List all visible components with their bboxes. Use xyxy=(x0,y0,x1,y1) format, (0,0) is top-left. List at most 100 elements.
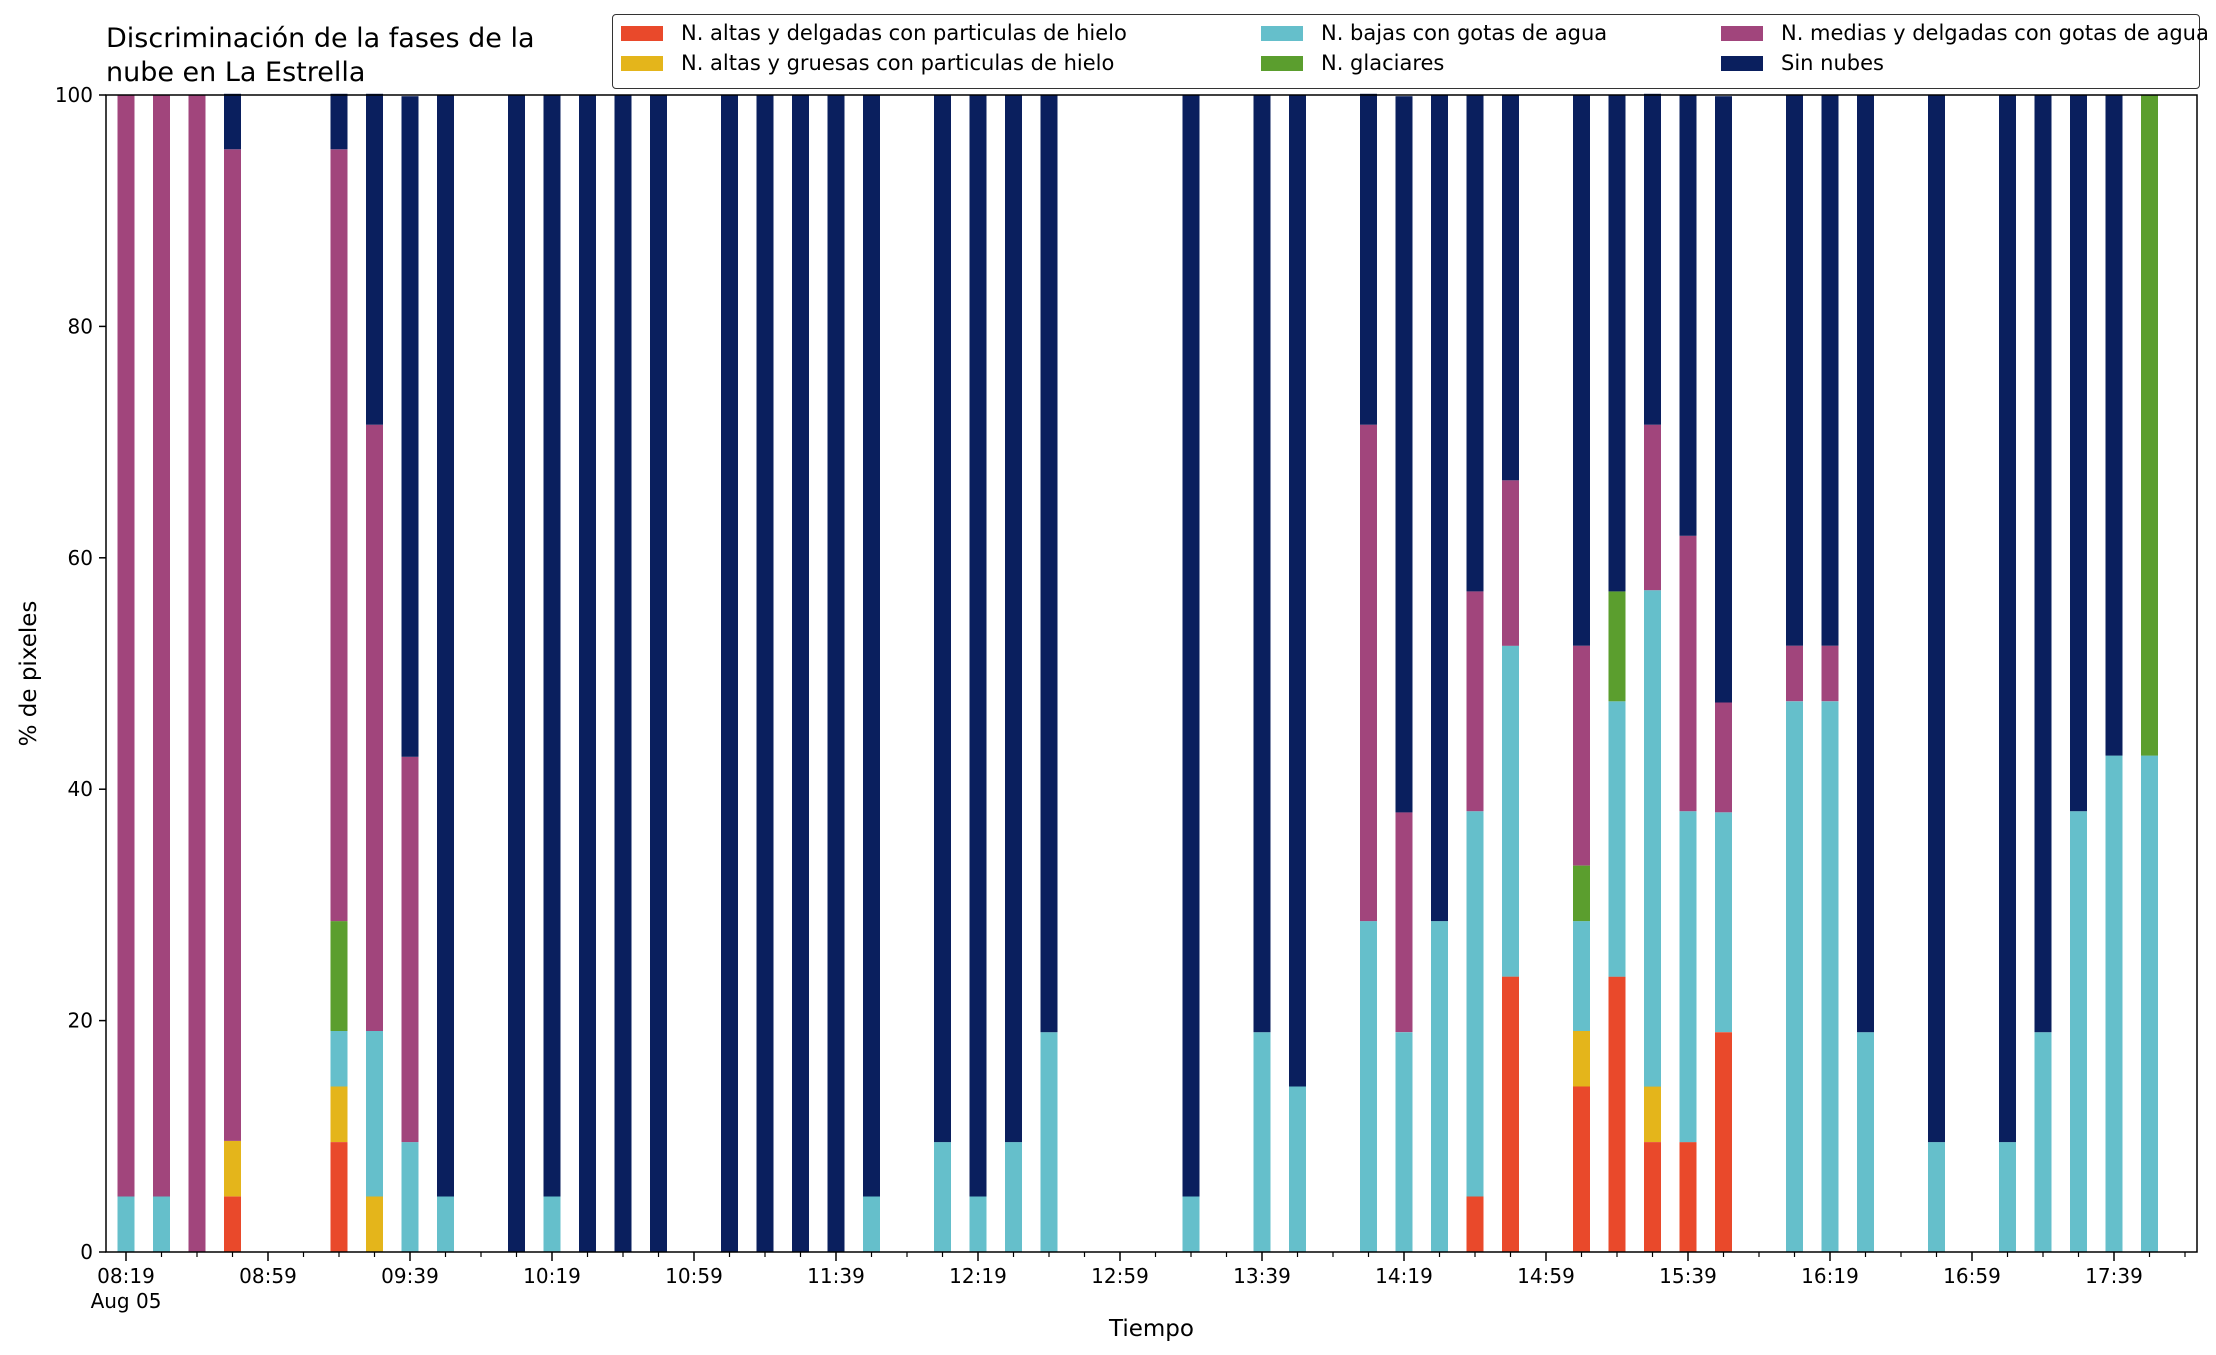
bar-5-segment-4 xyxy=(366,424,383,1031)
bar-10-segment-5 xyxy=(579,95,596,1252)
bar-17-segment-2 xyxy=(863,1196,880,1252)
bar-42-segment-5 xyxy=(2105,95,2123,756)
bar-9-segment-2 xyxy=(543,1196,561,1252)
bar-31-segment-3 xyxy=(1608,591,1626,702)
bar-29-segment-4 xyxy=(1502,480,1519,646)
bar-28-segment-4 xyxy=(1466,591,1484,812)
y-tick-label-4: 80 xyxy=(68,314,93,338)
bar-14-segment-5 xyxy=(756,95,774,1252)
bar-28-segment-0 xyxy=(1466,1196,1484,1252)
bar-33-segment-5 xyxy=(1679,95,1697,536)
bar-29-segment-2 xyxy=(1502,645,1519,977)
bar-36-segment-5 xyxy=(1821,95,1839,646)
bar-30-segment-2 xyxy=(1573,921,1590,1031)
bar-15-segment-5 xyxy=(792,95,809,1252)
bar-35-segment-2 xyxy=(1786,701,1803,1252)
bar-20-segment-2 xyxy=(1005,1142,1022,1252)
x-tick-label-6: 12:19 xyxy=(949,1264,1007,1288)
bar-22-segment-2 xyxy=(1182,1196,1200,1252)
bar-34-segment-4 xyxy=(1715,702,1732,813)
bar-25-segment-2 xyxy=(1360,921,1377,1252)
y-tick-label-5: 100 xyxy=(55,83,93,107)
legend-item-1: N. altas y gruesas con particulas de hie… xyxy=(621,51,1114,75)
x-tick-label-0: 08:19 xyxy=(97,1264,155,1288)
bar-33-segment-2 xyxy=(1679,811,1697,1143)
bar-30-segment-5 xyxy=(1573,95,1590,646)
legend-swatch-1 xyxy=(621,55,663,71)
bar-0-segment-4 xyxy=(117,95,135,1197)
x-axis-label: Tiempo xyxy=(1108,1316,1194,1342)
x-tick-label-4: 10:59 xyxy=(665,1264,723,1288)
x-tick-label-10: 14:59 xyxy=(1517,1264,1575,1288)
bar-3-segment-5 xyxy=(224,93,241,150)
bar-21-segment-5 xyxy=(1040,95,1058,1033)
bar-18-segment-2 xyxy=(934,1142,951,1252)
bar-34-segment-2 xyxy=(1715,812,1732,1033)
bar-30-segment-4 xyxy=(1573,645,1590,866)
bar-8-segment-5 xyxy=(508,95,525,1252)
legend-label-1: N. altas y gruesas con particulas de hie… xyxy=(681,51,1115,75)
bar-11-segment-5 xyxy=(614,95,632,1252)
chart-title-line-2: nube en La Estrella xyxy=(106,57,366,88)
bar-34-segment-0 xyxy=(1715,1032,1732,1252)
bar-41-segment-2 xyxy=(2070,811,2087,1252)
bar-43-segment-3 xyxy=(2141,95,2158,756)
bar-5-segment-5 xyxy=(366,93,383,425)
bar-3-segment-0 xyxy=(224,1196,241,1252)
x-tick-label-2: 09:39 xyxy=(381,1264,439,1288)
bar-36-segment-2 xyxy=(1821,701,1839,1252)
legend-item-2: N. bajas con gotas de agua xyxy=(1261,21,1607,45)
y-tick-label-2: 40 xyxy=(68,777,93,801)
bar-31-segment-0 xyxy=(1608,976,1626,1252)
x-tick-label-7: 12:59 xyxy=(1091,1264,1149,1288)
bar-2-segment-4 xyxy=(188,95,206,1252)
chart-title: Discriminación de la fases de la nube en… xyxy=(106,22,535,90)
legend-label-3: N. glaciares xyxy=(1321,51,1445,75)
bar-32-segment-1 xyxy=(1644,1086,1661,1142)
bar-7-segment-2 xyxy=(437,1196,454,1252)
bar-27-segment-5 xyxy=(1431,95,1448,922)
bar-40-segment-2 xyxy=(2034,1032,2052,1252)
legend-item-0: N. altas y delgadas con particulas de hi… xyxy=(621,21,1127,45)
bar-30-segment-3 xyxy=(1573,865,1590,922)
y-tick-label-1: 20 xyxy=(68,1009,93,1033)
bar-4-segment-1 xyxy=(330,1086,348,1142)
legend-swatch-2 xyxy=(1261,25,1303,41)
legend-label-5: Sin nubes xyxy=(1781,51,1884,75)
x-tick-sublabel: Aug 05 xyxy=(91,1289,162,1313)
legend-swatch-0 xyxy=(621,25,663,41)
bar-32-segment-2 xyxy=(1644,590,1661,1087)
bar-29-segment-0 xyxy=(1502,976,1519,1252)
legend-item-5: Sin nubes xyxy=(1721,51,1884,75)
bar-20-segment-5 xyxy=(1005,95,1022,1143)
bar-19-segment-5 xyxy=(969,95,987,1197)
plot-frame xyxy=(105,94,2198,1253)
bar-18-segment-5 xyxy=(934,95,951,1143)
legend-swatch-4 xyxy=(1721,25,1763,41)
y-tick-label-0: 0 xyxy=(80,1240,93,1264)
bar-23-segment-2 xyxy=(1253,1032,1271,1252)
bar-26-segment-5 xyxy=(1395,96,1413,813)
bar-33-segment-4 xyxy=(1679,535,1697,812)
legend-swatch-3 xyxy=(1261,55,1303,71)
legend-label-2: N. bajas con gotas de agua xyxy=(1321,21,1608,45)
bar-1-segment-4 xyxy=(153,95,170,1197)
bar-16-segment-5 xyxy=(827,95,845,1252)
legend-item-3: N. glaciares xyxy=(1261,51,1444,75)
bar-23-segment-5 xyxy=(1253,95,1271,1033)
legend-swatch-5 xyxy=(1721,55,1763,71)
bar-32-segment-4 xyxy=(1644,424,1661,591)
bar-4-segment-5 xyxy=(330,93,348,150)
bar-38-segment-5 xyxy=(1928,95,1945,1143)
bar-7-segment-5 xyxy=(437,95,454,1197)
bar-5-segment-2 xyxy=(366,1031,383,1197)
bar-24-segment-5 xyxy=(1289,95,1306,1087)
bar-42-segment-2 xyxy=(2105,755,2123,1252)
bar-5-segment-1 xyxy=(366,1196,383,1252)
legend-label-4: N. medias y delgadas con gotas de agua xyxy=(1781,21,2209,45)
bar-25-segment-4 xyxy=(1360,424,1377,922)
bar-32-segment-0 xyxy=(1644,1142,1661,1252)
bar-33-segment-0 xyxy=(1679,1142,1697,1252)
y-axis-label: % de pixeles xyxy=(16,601,42,747)
chart-title-line-1: Discriminación de la fases de la xyxy=(106,23,535,54)
